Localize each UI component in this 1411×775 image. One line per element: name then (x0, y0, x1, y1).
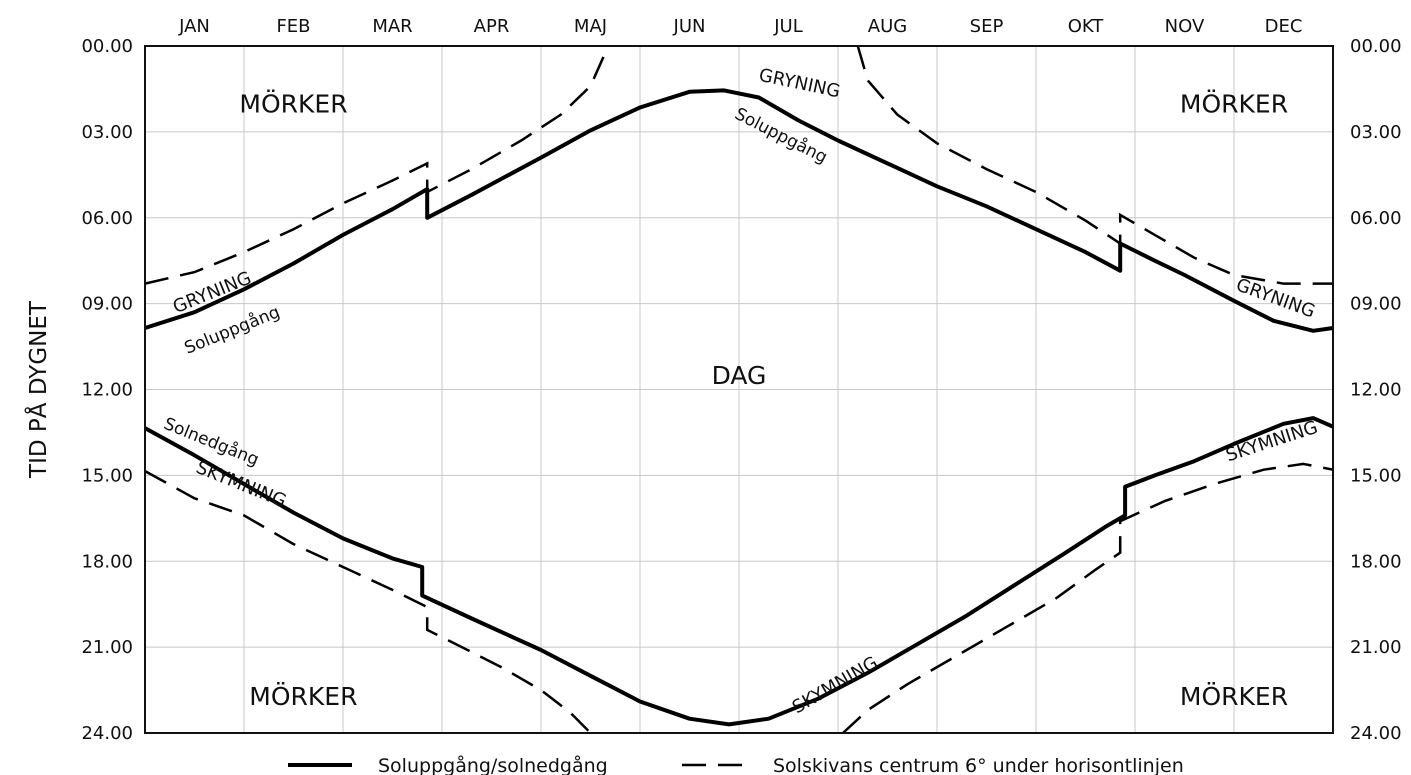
month-tick-label: JUN (673, 16, 706, 37)
month-tick-label: OKT (1068, 16, 1105, 37)
y-tick-label-right: 24.00 (1350, 723, 1402, 744)
plot-frame (144, 45, 1334, 734)
curve-label: Soluppgång (731, 103, 831, 168)
month-tick-label: AUG (868, 16, 907, 37)
month-tick-label: DEC (1265, 16, 1303, 37)
month-tick-label: JAN (178, 16, 210, 37)
sunrise-sunset-curve (144, 88, 1334, 333)
month-tick-label: FEB (276, 16, 310, 37)
legend: Soluppgång/solnedgång Solskivans centrum… (288, 754, 1184, 775)
month-tick-label: NOV (1165, 16, 1205, 37)
grid (145, 46, 1333, 733)
y-tick-label-left: 24.00 (81, 723, 133, 744)
y-tick-label-left: 00.00 (81, 36, 133, 57)
y-tick-label-right: 03.00 (1350, 122, 1402, 143)
twilight-curve (856, 45, 1333, 285)
y-tick-label-left: 09.00 (81, 294, 133, 315)
series-layer (144, 45, 1334, 734)
y-tick-label-right: 18.00 (1350, 551, 1402, 572)
y-tick-label-left: 06.00 (81, 208, 133, 229)
y-tick-label-right: 21.00 (1350, 637, 1402, 658)
y-tick-label-right: 06.00 (1350, 208, 1402, 229)
region-label: MÖRKER (249, 682, 357, 711)
y-tick-label-left: 12.00 (81, 380, 133, 401)
region-label: MÖRKER (239, 89, 347, 118)
month-tick-label: JUL (773, 16, 803, 37)
curve-label: GRYNING (757, 65, 842, 103)
month-tick-label: MAR (372, 16, 412, 37)
y-tick-label-right: 12.00 (1350, 380, 1402, 401)
sunrise-sunset-curve (144, 416, 1334, 727)
twilight-curve (144, 45, 610, 285)
y-tick-label-left: 18.00 (81, 551, 133, 572)
region-label: DAG (712, 361, 767, 390)
month-tick-label: APR (474, 16, 510, 37)
y-tick-label-left: 03.00 (81, 122, 133, 143)
region-label: MÖRKER (1180, 682, 1288, 711)
twilight-curve (842, 462, 1334, 734)
twilight-curve (144, 470, 592, 734)
y-axis-label: TID PÅ DYGNET (24, 300, 52, 479)
y-tick-label-left: 15.00 (81, 465, 133, 486)
curve-label: SKYMNING (193, 457, 289, 512)
curve-label: SKYMNING (1223, 417, 1320, 466)
curve-label: GRYNING (1233, 274, 1318, 322)
region-label: MÖRKER (1180, 89, 1288, 118)
y-tick-label-right: 15.00 (1350, 465, 1402, 486)
legend-solid-label: Soluppgång/solnedgång (378, 754, 608, 775)
curve-label: SKYMNING (789, 652, 882, 718)
axis-ticks: JAN FEB MAR APR MAJ JUN JUL AUG SEP OKT NOV DEC 00.0… (81, 16, 1401, 744)
month-tick-label: MAJ (574, 16, 607, 37)
legend-dashed-label: Solskivans centrum 6° under horisontlinj… (773, 755, 1184, 775)
y-tick-label-right: 09.00 (1350, 294, 1402, 315)
y-tick-label-right: 00.00 (1350, 36, 1402, 57)
y-tick-label-left: 21.00 (81, 637, 133, 658)
month-tick-label: SEP (970, 16, 1004, 37)
